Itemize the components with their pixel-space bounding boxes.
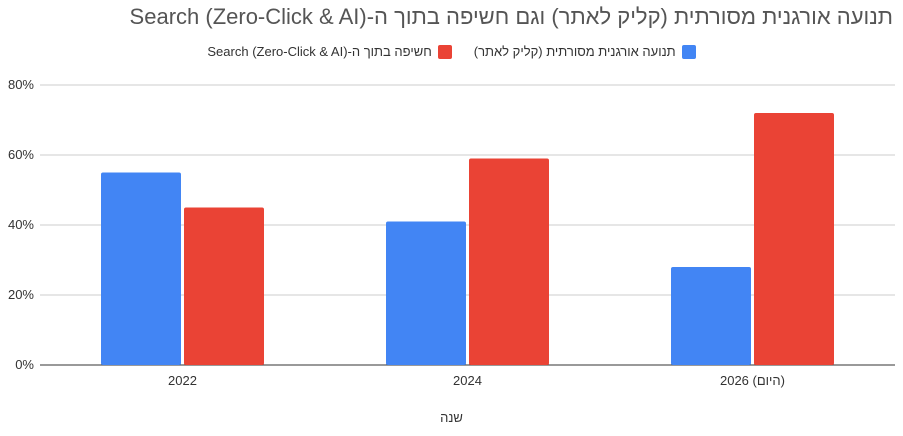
x-tick-label: 2022 [168, 373, 197, 388]
bar [184, 207, 264, 365]
y-tick-label: 0% [15, 357, 34, 372]
y-tick-label: 60% [8, 147, 34, 162]
legend: תנועה אורגנית מסורתית (קליק לאתר) חשיפה … [0, 44, 903, 59]
legend-item-zero-click: חשיפה בתוך ה-Search (Zero-Click & AI) [207, 44, 452, 59]
legend-label-zero-click: חשיפה בתוך ה-Search (Zero-Click & AI) [207, 44, 432, 59]
bar [469, 158, 549, 365]
bar [386, 221, 466, 365]
y-tick-label: 40% [8, 217, 34, 232]
legend-swatch-organic [681, 44, 696, 59]
legend-label-organic: תנועה אורגנית מסורתית (קליק לאתר) [473, 44, 676, 59]
legend-swatch-zero-click [437, 44, 452, 59]
y-tick-label: 20% [8, 287, 34, 302]
bar [101, 172, 181, 365]
bar [754, 113, 834, 365]
y-tick-label: 80% [8, 77, 34, 92]
bar [671, 267, 751, 365]
legend-item-organic: תנועה אורגנית מסורתית (קליק לאתר) [474, 44, 696, 59]
chart-title: תנועה אורגנית מסורתית (קליק לאתר) וגם חש… [129, 4, 893, 29]
x-tick-label: 2024 [453, 373, 482, 388]
x-axis-title: שנה [440, 410, 463, 425]
x-tick-label: 2026 (היום) [720, 373, 785, 388]
